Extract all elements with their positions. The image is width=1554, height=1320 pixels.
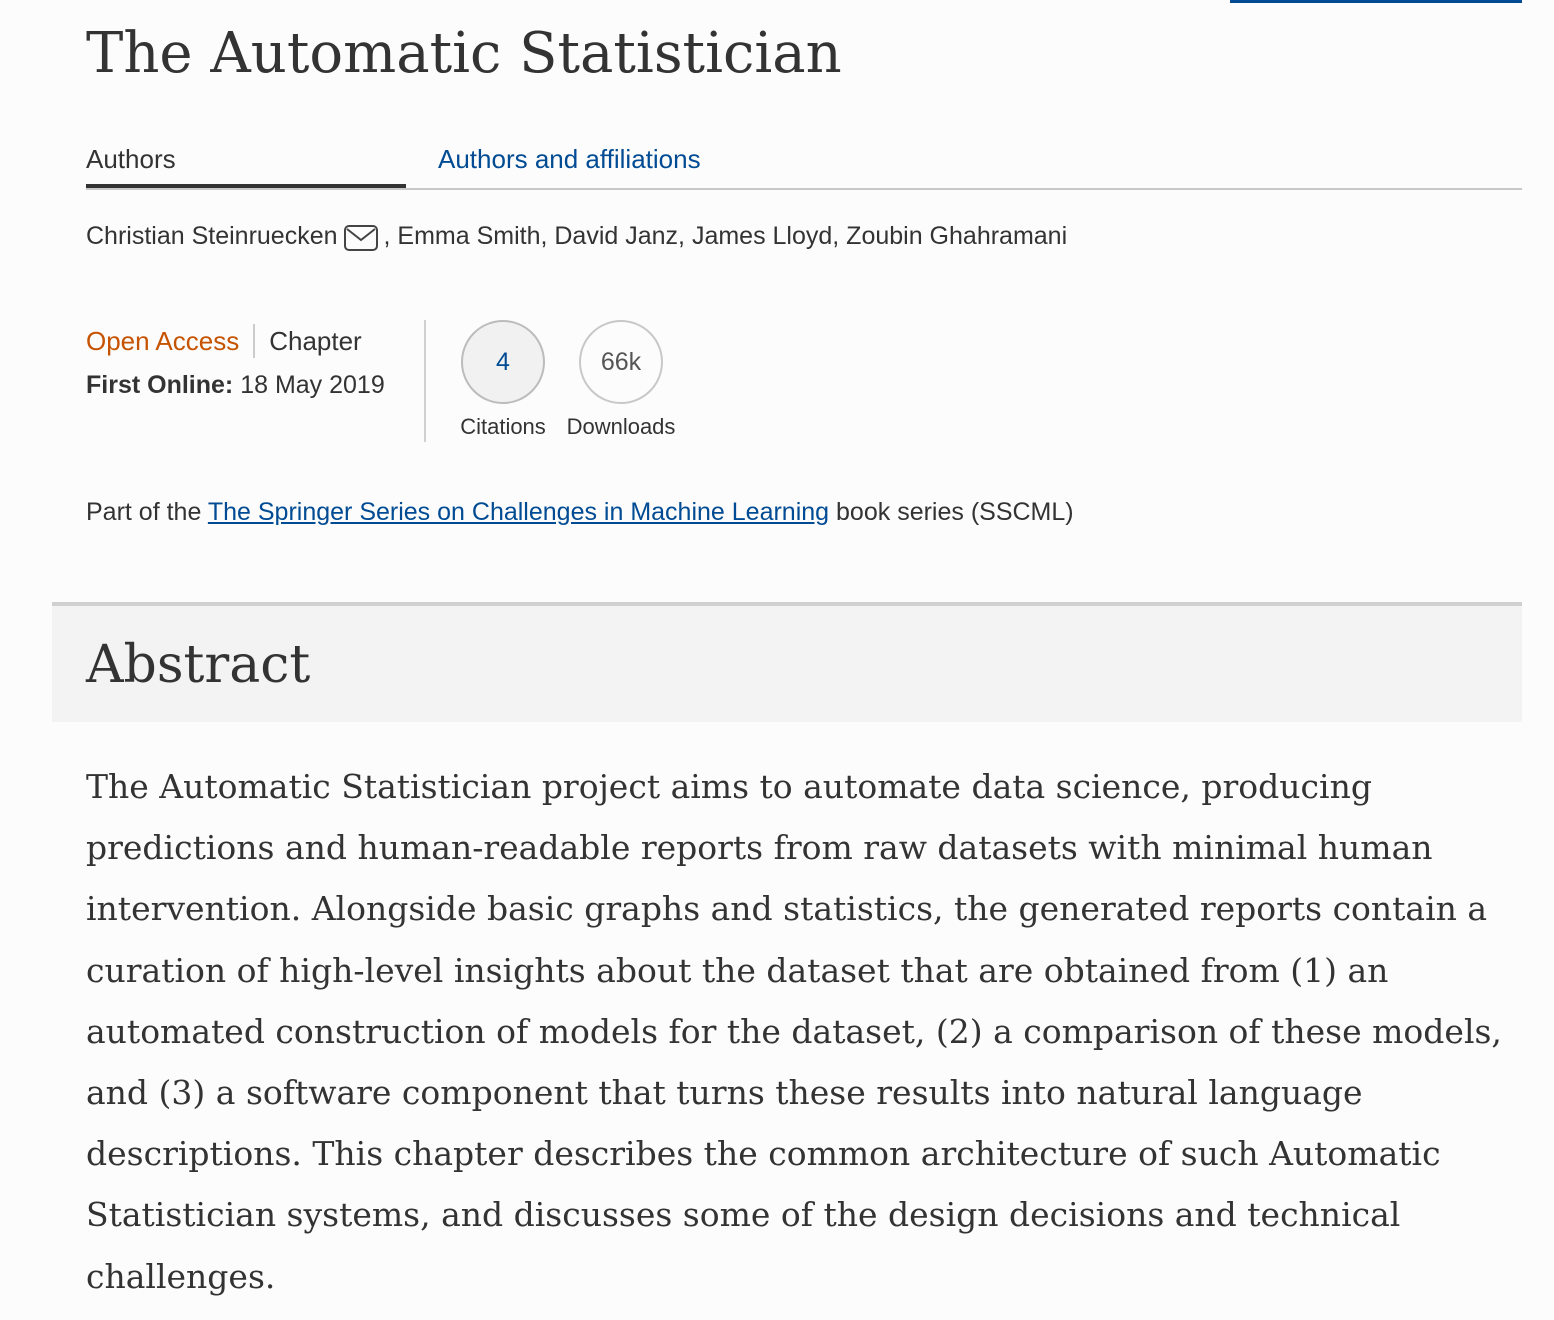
author-tabs: Authors Authors and affiliations	[86, 140, 1522, 190]
open-access-badge: Open Access	[86, 326, 240, 356]
tab-authors-and-affiliations[interactable]: Authors and affiliations	[438, 144, 701, 174]
content-type: Chapter	[269, 326, 362, 356]
series-link[interactable]: The Springer Series on Challenges in Mac…	[207, 498, 830, 526]
first-online-date: 18 May 2019	[240, 371, 385, 400]
author-list: Christian Steinruecken , Emma Smith, Davi…	[86, 216, 1067, 256]
author-link-first[interactable]: Christian Steinruecken	[86, 222, 338, 250]
downloads-count: 66k	[579, 320, 663, 404]
abstract-header: Abstract	[52, 602, 1522, 722]
downloads-label: Downloads	[566, 414, 676, 439]
meta-vertical-divider	[424, 320, 426, 442]
citations-count[interactable]: 4	[461, 320, 545, 404]
book-series-line: Part of the The Springer Series on Chall…	[86, 492, 1074, 532]
meta-divider	[253, 324, 256, 359]
tab-authors[interactable]: Authors	[86, 140, 406, 188]
downloads-metric: 66k Downloads	[562, 320, 680, 444]
top-accent-bar	[1230, 0, 1522, 3]
page-title: The Automatic Statistician	[86, 21, 842, 86]
envelope-icon[interactable]	[343, 223, 378, 252]
abstract-text: The Automatic Statistician project aims …	[86, 767, 1502, 1296]
series-prefix: Part of the	[86, 498, 202, 526]
first-online-label: First Online:	[86, 371, 234, 400]
abstract-heading: Abstract	[86, 635, 311, 695]
chapter-meta: Open Access Chapter First Online: 18 May …	[86, 322, 385, 404]
author-list-rest[interactable]: , Emma Smith, David Janz, James Lloyd, Z…	[383, 222, 1068, 250]
series-suffix: book series (SSCML)	[836, 498, 1074, 526]
citations-label: Citations	[460, 414, 546, 439]
citations-metric[interactable]: 4 Citations	[452, 320, 554, 444]
